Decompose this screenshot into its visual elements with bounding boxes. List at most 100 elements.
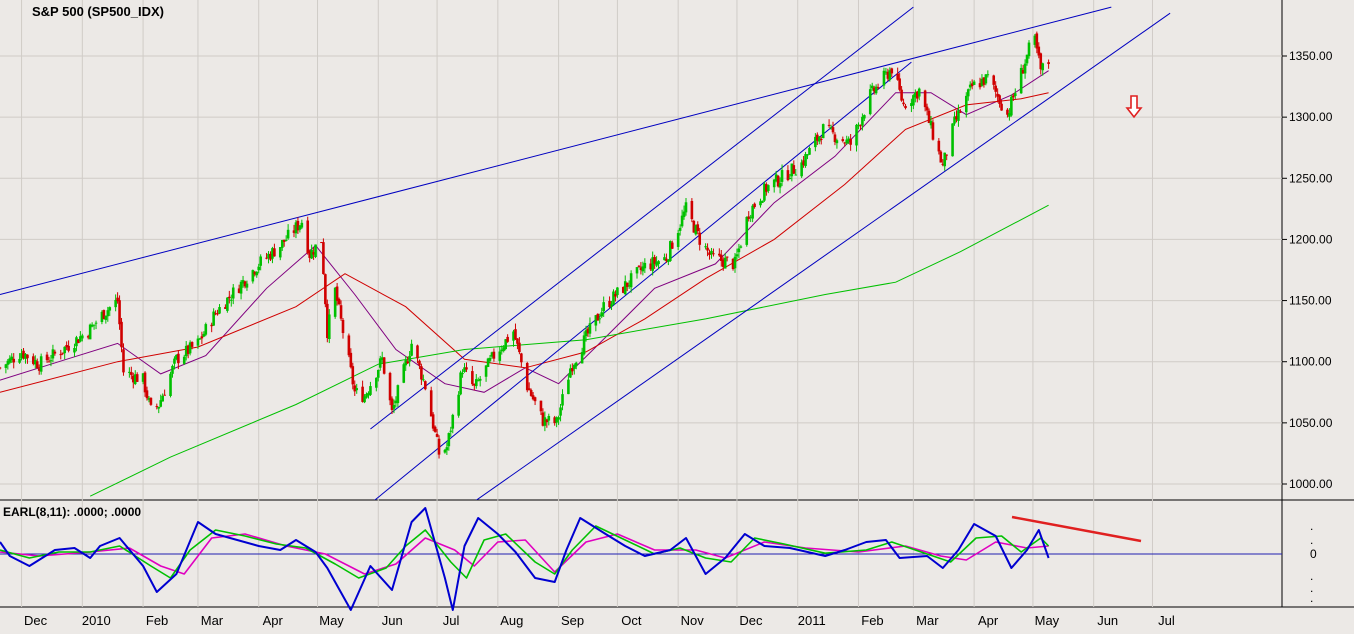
- candle-body: [572, 364, 576, 370]
- candle-body: [725, 256, 729, 258]
- candle-body: [449, 430, 453, 432]
- candle-body: [341, 319, 345, 334]
- price-tick-label: 1350.00: [1289, 49, 1333, 63]
- candle-body: [116, 297, 119, 302]
- trendline: [370, 6, 914, 430]
- candle-body: [294, 222, 298, 234]
- candle-body: [994, 85, 997, 92]
- candle-body: [12, 358, 16, 363]
- candle-body: [18, 358, 21, 363]
- candle-body: [749, 216, 752, 218]
- candle-body: [79, 336, 82, 342]
- candle-body: [708, 252, 711, 255]
- candle-body: [914, 92, 917, 98]
- candle-body: [416, 345, 419, 359]
- x-tick-label: Apr: [263, 613, 284, 628]
- candle-body: [882, 70, 886, 86]
- candle-body: [957, 110, 960, 121]
- candle-body: [212, 311, 215, 326]
- candle-body: [465, 367, 468, 370]
- candle-body: [47, 361, 51, 363]
- candle-body: [610, 304, 613, 307]
- candle-body: [284, 239, 288, 241]
- candle-body: [588, 323, 592, 334]
- candle-body: [821, 124, 825, 139]
- candle-body: [182, 356, 186, 364]
- candle-body: [763, 183, 766, 201]
- candle-body: [424, 381, 427, 390]
- x-tick-label: Sep: [561, 613, 584, 628]
- candle-body: [122, 349, 125, 373]
- candle-body: [833, 134, 837, 143]
- candle-body: [492, 351, 496, 359]
- annotation-layer: [1011, 95, 1143, 543]
- candle-body: [51, 349, 55, 359]
- candle-body: [859, 125, 862, 127]
- x-tick-label: Jul: [1158, 613, 1175, 628]
- candle-body: [253, 271, 257, 275]
- trendline-layer: [0, 6, 1171, 500]
- candle-body: [594, 315, 598, 326]
- candle-body: [177, 353, 180, 364]
- x-tick-label: Jul: [443, 613, 460, 628]
- x-tick-label: Dec: [739, 613, 763, 628]
- candle-body: [361, 386, 364, 402]
- candle-body: [980, 78, 984, 86]
- candle-body: [970, 83, 974, 87]
- x-tick-label: May: [1035, 613, 1060, 628]
- candle-body: [108, 307, 112, 311]
- candle-body: [1027, 42, 1031, 57]
- candle-body: [49, 360, 53, 362]
- candle-body: [518, 342, 521, 353]
- candle-body: [296, 220, 300, 231]
- candle-body: [375, 377, 378, 388]
- candle-body: [24, 353, 27, 359]
- candle-body: [175, 354, 178, 360]
- candle-body: [876, 87, 880, 89]
- candle-body: [910, 103, 913, 107]
- candle-body: [478, 378, 482, 381]
- candle-body: [653, 257, 656, 264]
- candle-body: [100, 311, 104, 323]
- candle-body: [451, 414, 455, 429]
- candle-body: [629, 273, 633, 288]
- candle-body: [1021, 70, 1025, 74]
- candle-body: [457, 394, 460, 416]
- x-tick-label: May: [319, 613, 344, 628]
- candle-body: [623, 281, 627, 295]
- candle-body: [355, 388, 359, 391]
- candle-body: [872, 87, 876, 92]
- candle-body: [267, 253, 270, 259]
- candle-body: [8, 358, 12, 363]
- candle-body: [159, 400, 163, 407]
- x-tick-label: Nov: [681, 613, 705, 628]
- candle-body: [114, 299, 117, 308]
- price-tick-label: 1000.00: [1289, 477, 1333, 491]
- candle-body: [488, 357, 492, 361]
- candle-body: [237, 288, 241, 293]
- candle-body: [902, 102, 905, 105]
- candle-body: [816, 134, 819, 141]
- candle-body: [861, 116, 864, 126]
- candle-body: [937, 140, 941, 152]
- candle-body: [670, 242, 674, 249]
- candle-body: [557, 417, 560, 420]
- candle-body: [886, 71, 890, 79]
- candle-body: [569, 368, 572, 378]
- candle-body: [998, 95, 1001, 104]
- candle-body: [367, 392, 370, 396]
- candle-body: [163, 394, 166, 396]
- candle-body: [929, 120, 933, 126]
- x-tick-label: 2011: [798, 613, 826, 628]
- candle-body: [120, 321, 123, 348]
- candle-body: [447, 433, 451, 447]
- candle-body: [94, 322, 98, 324]
- candle-body: [406, 361, 409, 364]
- candle-body: [445, 447, 449, 451]
- price-chart-title: S&P 500 (SP500_IDX): [32, 4, 164, 19]
- candle-body: [625, 282, 629, 287]
- candle-body: [337, 298, 341, 305]
